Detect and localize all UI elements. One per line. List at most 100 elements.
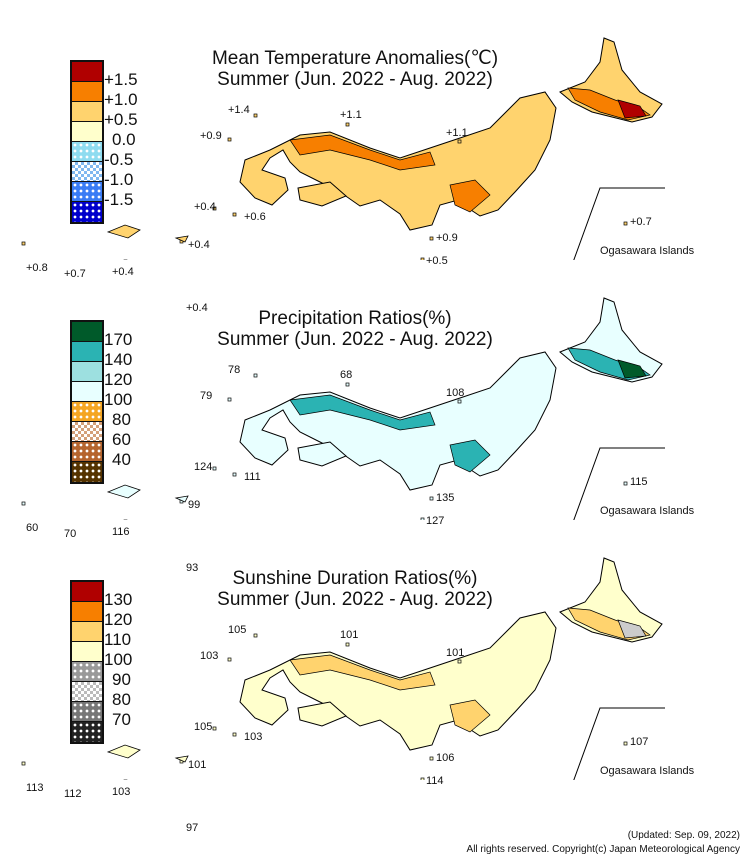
color-legend (70, 580, 104, 744)
station-value: 124 (194, 461, 213, 473)
station-value: 135 (436, 492, 455, 504)
updated-date: (Updated: Sep. 09, 2022) (627, 830, 740, 841)
island-mark (253, 373, 258, 378)
island-mark (212, 206, 217, 211)
legend-swatch (72, 682, 102, 702)
ogasawara-label: Ogasawara Islands (600, 765, 695, 777)
legend-label: 110 (104, 630, 132, 649)
island-mark (345, 122, 350, 127)
station-value: +0.4 (112, 266, 134, 278)
island-mark (623, 741, 628, 746)
station-value: 79 (200, 390, 213, 402)
legend-label: 40 (112, 450, 131, 469)
title-line-2: Summer (Jun. 2022 - Aug. 2022) (217, 589, 493, 610)
island-mark (227, 657, 232, 662)
legend-swatch (72, 462, 102, 482)
legend-swatch (72, 122, 102, 142)
station-value: 101 (340, 629, 359, 641)
station-value: 113 (26, 782, 44, 794)
station-value: 105 (228, 624, 247, 636)
legend-label: 80 (112, 410, 131, 429)
station-value: 103 (200, 650, 219, 662)
station-value: +0.7 (630, 216, 652, 228)
island-mark (345, 382, 350, 387)
map-title: Sunshine Duration Ratios(%) Summer (Jun. … (195, 568, 515, 610)
station-value: 106 (436, 752, 455, 764)
station-value: +0.6 (244, 211, 266, 223)
island-mark (457, 659, 462, 664)
station-value: 111 (244, 471, 261, 483)
legend-swatch (72, 582, 102, 602)
legend-swatch (72, 162, 102, 182)
legend-swatch (72, 142, 102, 162)
legend-swatch (72, 322, 102, 342)
station-value: +0.4 (188, 239, 210, 251)
anomaly-region (289, 654, 436, 691)
station-value: 68 (340, 369, 353, 381)
station-value: +0.8 (26, 262, 48, 274)
island-mark (429, 236, 434, 241)
legend-swatch (72, 362, 102, 382)
legend-swatch (72, 702, 102, 722)
station-value: 93 (186, 562, 199, 574)
island-mark (212, 726, 217, 731)
island-mark (21, 241, 26, 246)
legend-swatch (72, 622, 102, 642)
nansei-islands (106, 484, 189, 503)
map-title: Mean Temperature Anomalies(℃) Summer (Jun… (195, 48, 515, 90)
ogasawara-inset-border (573, 447, 665, 520)
legend-swatch (72, 442, 102, 462)
sunshine-ratio-panel: Sunshine Duration Ratios(%) Summer (Jun. … (0, 520, 750, 834)
station-value: 108 (446, 387, 465, 399)
legend-swatch (72, 342, 102, 362)
island-mark (227, 397, 232, 402)
station-value: +0.4 (194, 201, 216, 213)
legend-label: 80 (112, 690, 131, 709)
anomaly-region (617, 359, 647, 379)
shikoku (297, 701, 347, 727)
title-line-1: Sunshine Duration Ratios(%) (232, 568, 478, 589)
legend-label: 70 (112, 710, 131, 729)
station-value: +0.4 (186, 302, 208, 314)
shikoku (297, 181, 347, 207)
map-title: Precipitation Ratios(%) Summer (Jun. 2022… (195, 308, 515, 350)
legend-swatch (72, 402, 102, 422)
copyright: All rights reserved. Copyright(c) Japan … (466, 844, 740, 855)
island-mark (232, 472, 237, 477)
ogasawara-inset-border (573, 707, 665, 780)
precipitation-ratio-panel: Precipitation Ratios(%) Summer (Jun. 2022… (0, 260, 750, 574)
station-value: 115 (630, 476, 648, 488)
nansei-islands (106, 744, 189, 763)
legend-swatch (72, 102, 102, 122)
station-value: +1.1 (446, 127, 468, 139)
station-value: 99 (188, 499, 201, 511)
island-mark (429, 496, 434, 501)
legend-label: 100 (104, 390, 133, 409)
legend-label: 120 (104, 610, 133, 629)
ogasawara-label: Ogasawara Islands (600, 245, 695, 257)
station-value: 78 (228, 364, 241, 376)
japan-map (21, 37, 665, 260)
title-line-1: Mean Temperature Anomalies(℃) (211, 48, 499, 69)
legend-label: +1.0 (104, 90, 138, 109)
legend-swatch (72, 382, 102, 402)
island-mark (227, 137, 232, 142)
island-mark (623, 481, 628, 486)
station-value: +1.4 (228, 104, 250, 116)
legend-label: -1.0 (104, 170, 134, 189)
station-value: +0.9 (436, 232, 458, 244)
ogasawara-inset-border (573, 187, 665, 260)
anomaly-region (449, 439, 491, 473)
station-value: 116 (112, 526, 130, 538)
legend-label: 100 (104, 650, 133, 669)
station-value: +1.1 (340, 109, 362, 121)
station-value: 60 (26, 522, 39, 534)
station-value: +0.5 (426, 255, 448, 267)
station-value: 107 (630, 736, 649, 748)
legend-label: 140 (104, 350, 133, 369)
legend-label: 130 (104, 590, 133, 609)
station-value: 101 (446, 647, 465, 659)
legend-swatch (72, 62, 102, 82)
japan-map (21, 557, 665, 780)
